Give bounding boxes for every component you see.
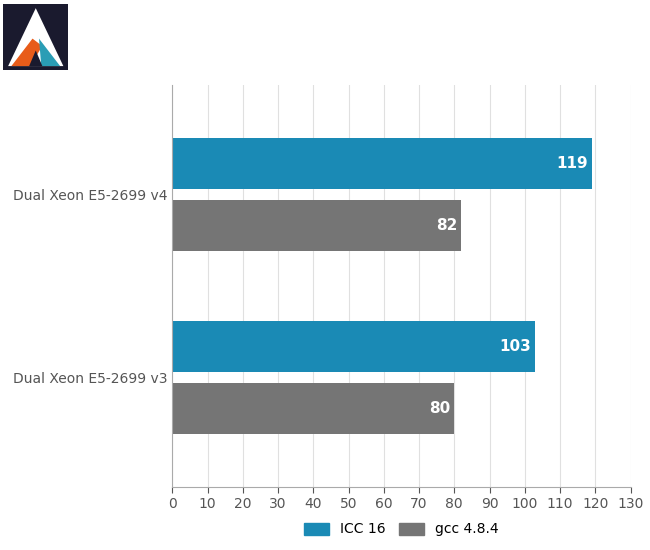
Text: 80: 80	[429, 401, 450, 416]
Text: 82: 82	[436, 218, 457, 233]
Polygon shape	[8, 8, 64, 66]
Bar	[172, 200, 461, 251]
Bar	[172, 383, 454, 434]
FancyBboxPatch shape	[3, 4, 68, 70]
Polygon shape	[39, 39, 60, 66]
Polygon shape	[29, 51, 42, 66]
Polygon shape	[11, 39, 42, 66]
Bar	[172, 321, 536, 372]
Legend: ICC 16, gcc 4.8.4: ICC 16, gcc 4.8.4	[298, 517, 504, 542]
Text: 119: 119	[556, 156, 588, 171]
Text: GB/s, Higher Is Better: GB/s, Higher Is Better	[78, 51, 228, 65]
Bar	[172, 138, 592, 189]
Text: 103: 103	[499, 339, 531, 354]
Text: Stream Triad: Stream Triad	[78, 14, 259, 38]
